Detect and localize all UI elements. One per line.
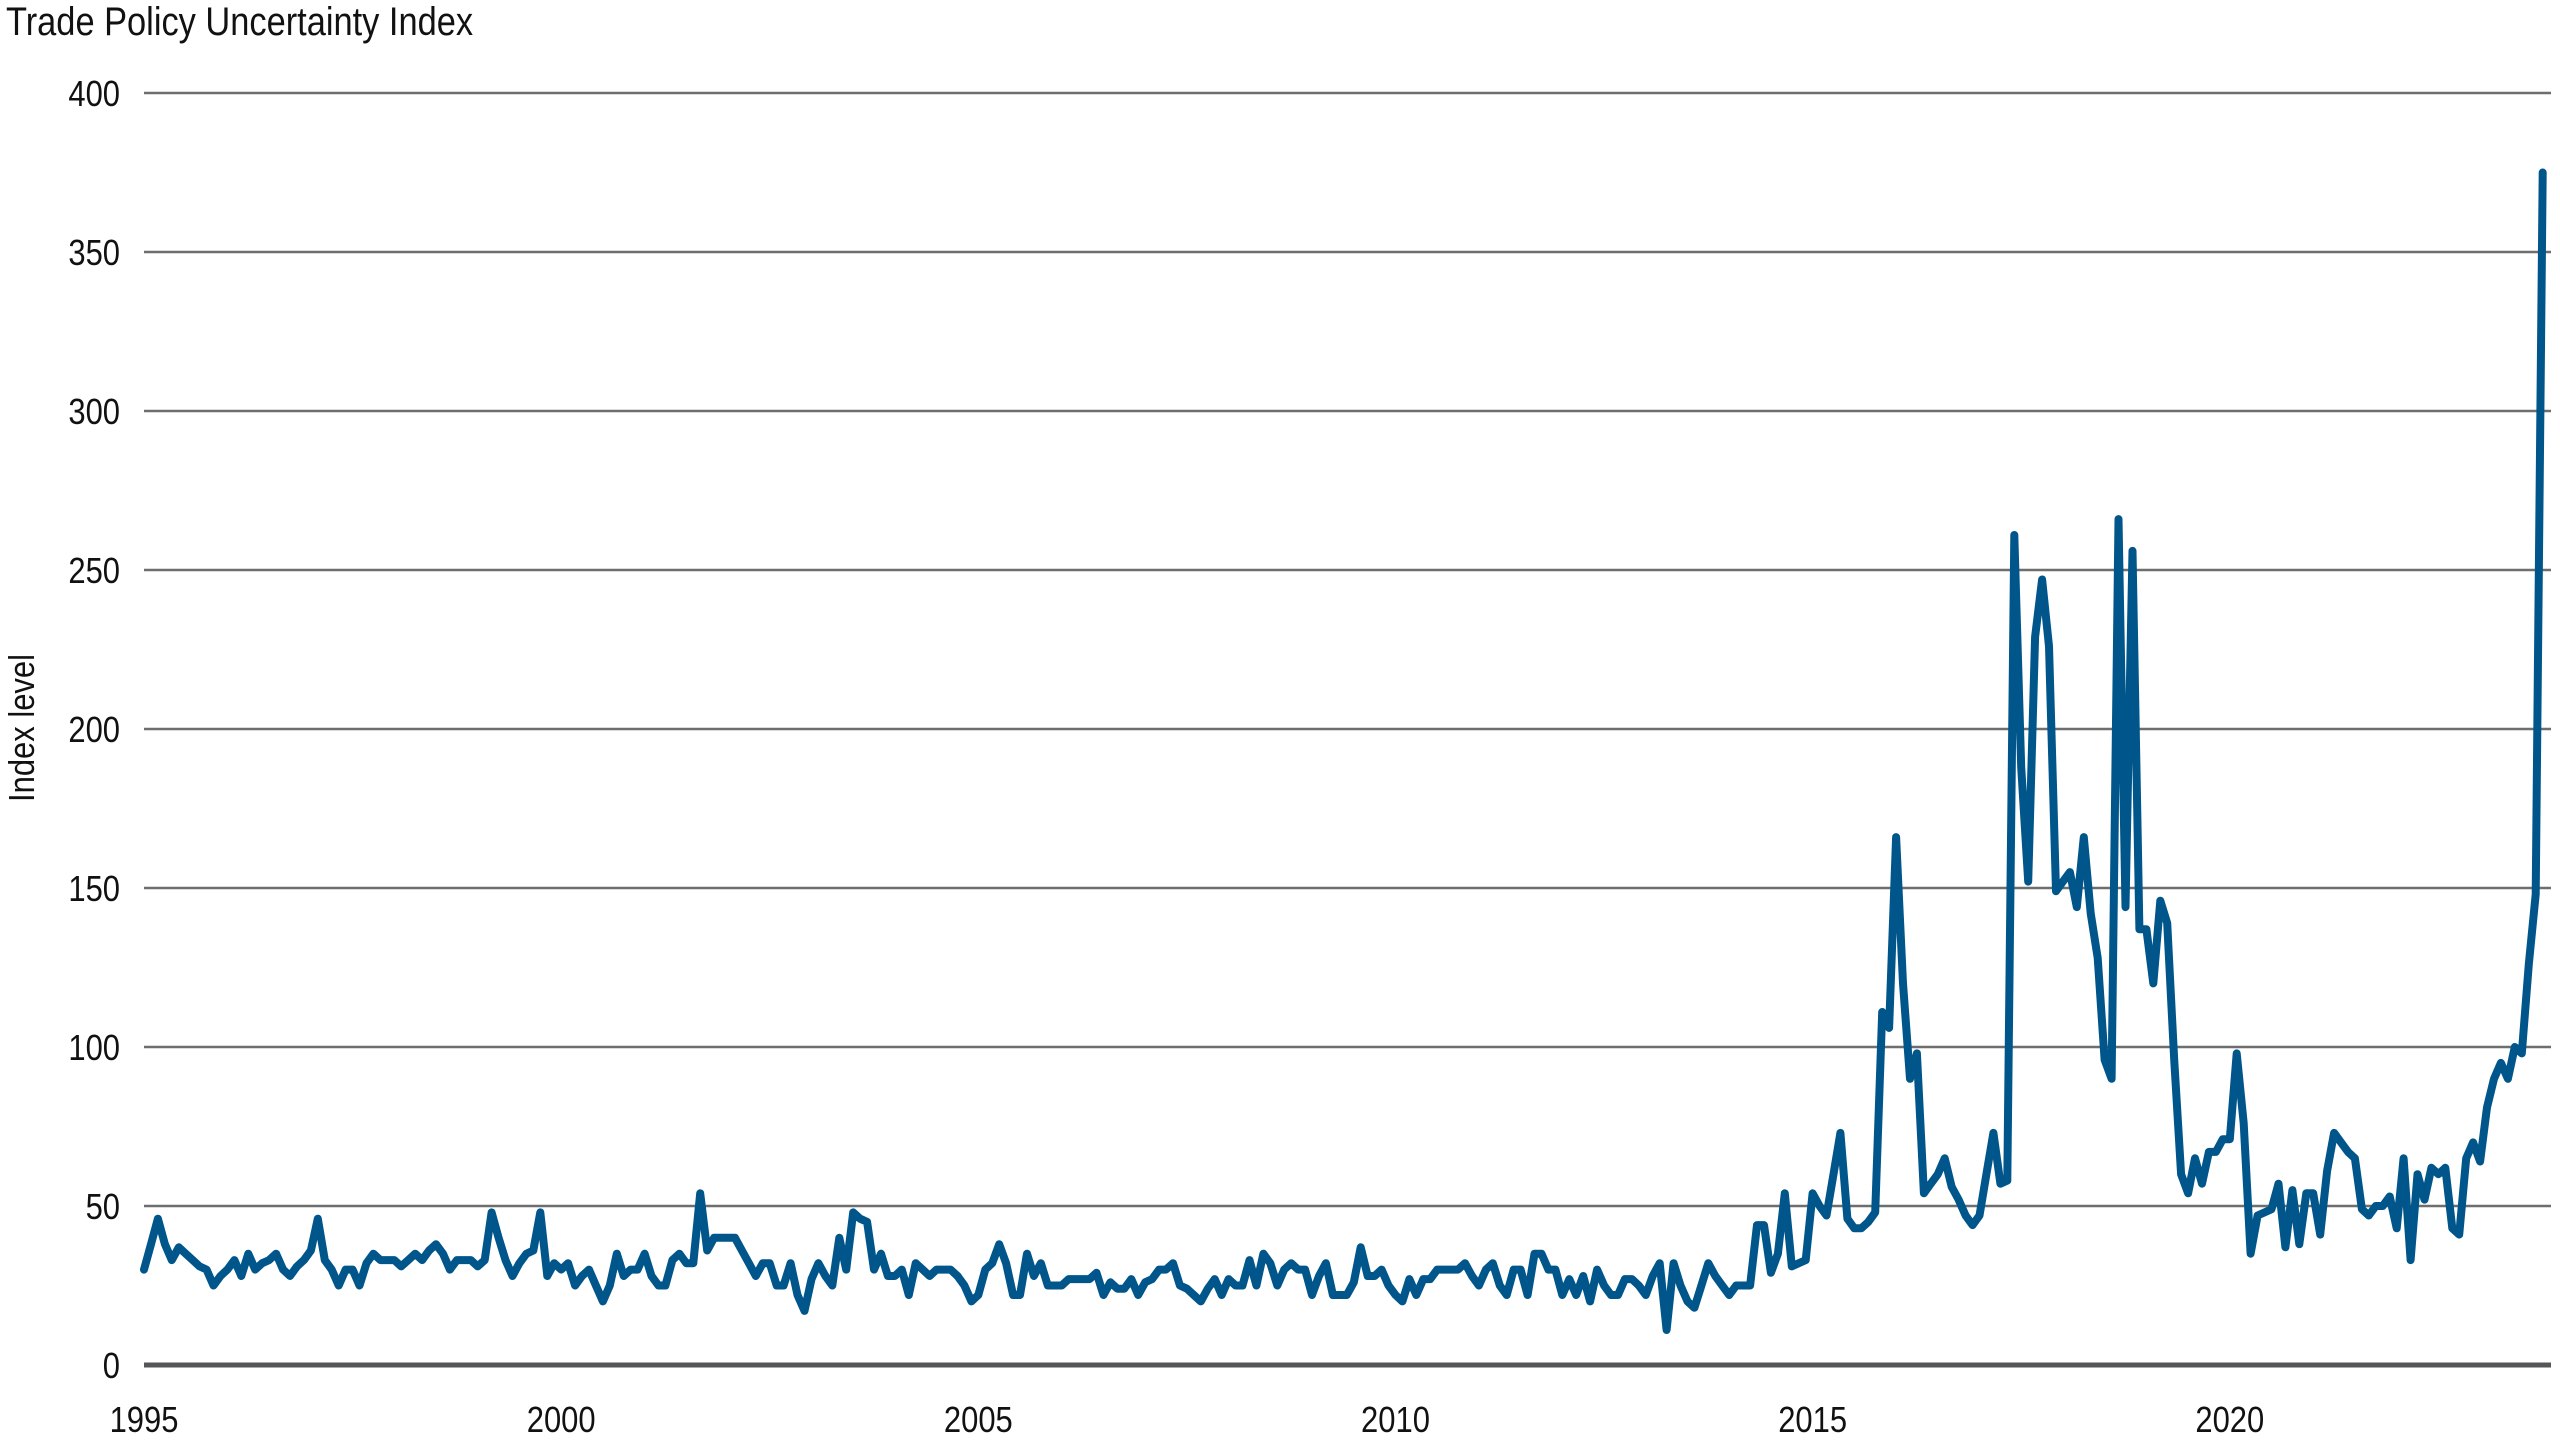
x-tick-label: 1995 <box>110 1401 179 1440</box>
series-line <box>140 168 2547 1334</box>
x-tick-label: 2005 <box>944 1401 1013 1440</box>
y-tick-label: 200 <box>68 711 120 751</box>
y-tick-label: 100 <box>68 1029 120 1069</box>
y-tick-label: 300 <box>68 393 120 433</box>
y-tick-labels: 0 50 100 150 200 250 300 350 400 <box>68 75 120 1387</box>
x-tick-label: 2015 <box>1778 1401 1847 1440</box>
x-tick-labels: 1995 2000 2005 2010 2015 2020 <box>110 1401 2265 1440</box>
y-tick-label: 0 <box>103 1347 120 1387</box>
chart-title: Trade Policy Uncertainty Index <box>6 0 473 44</box>
x-tick-label: 2000 <box>527 1401 596 1440</box>
x-tick-label: 2020 <box>2195 1401 2264 1440</box>
y-tick-label: 350 <box>68 234 120 274</box>
series-layer <box>140 168 2547 1334</box>
y-tick-label: 400 <box>68 75 120 115</box>
y-axis-label: Index level <box>3 654 43 802</box>
gridlines <box>144 91 2551 1368</box>
y-tick-label: 150 <box>68 870 120 910</box>
x-tick-label: 2010 <box>1361 1401 1430 1440</box>
y-tick-label: 250 <box>68 552 120 592</box>
y-tick-label: 50 <box>86 1188 120 1228</box>
